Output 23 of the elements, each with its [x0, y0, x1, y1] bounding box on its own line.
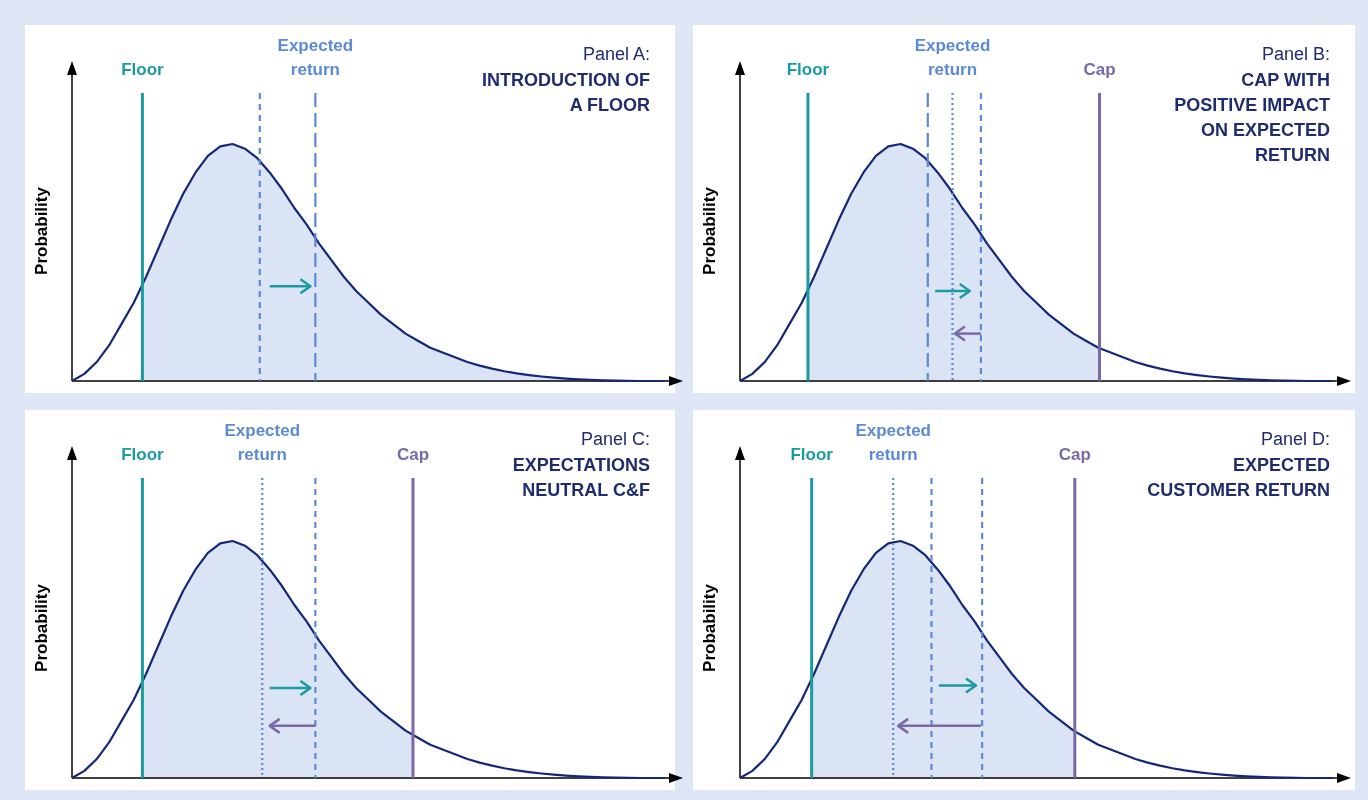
text: Floor [121, 445, 165, 464]
chart-title: Panel D: [1260, 429, 1330, 449]
chart-subtitle: INTRODUCTION OF A FLOOR [482, 70, 650, 115]
text: Expected return [914, 36, 991, 79]
text: Expected return [855, 421, 931, 464]
chart-title: Panel B: [1261, 44, 1330, 64]
chart-title: Panel C: [580, 429, 650, 449]
text: Floor [786, 60, 830, 79]
text: Floor [121, 60, 165, 79]
y-axis-title: Probability [32, 186, 51, 275]
text: Cap [396, 445, 430, 464]
chart-subtitle: CAP WITH POSITIVE IMPACT ON EXPECTED RETURN [1174, 70, 1330, 165]
text: Cap [1058, 445, 1091, 464]
text: Floor [790, 445, 834, 464]
chart-subtitle: EXPECTATIONS NEUTRAL C&F [512, 455, 650, 500]
text: Expected return [224, 421, 301, 464]
y-axis-title: Probability [700, 186, 719, 275]
chart-title: Panel A: [582, 44, 650, 64]
text: Expected return [277, 36, 354, 79]
y-axis-title: Probability [32, 583, 51, 672]
text: Cap [1083, 60, 1116, 79]
chart-subtitle: EXPECTED CUSTOMER RETURN [1147, 455, 1330, 500]
y-axis-title: Probability [700, 583, 719, 672]
